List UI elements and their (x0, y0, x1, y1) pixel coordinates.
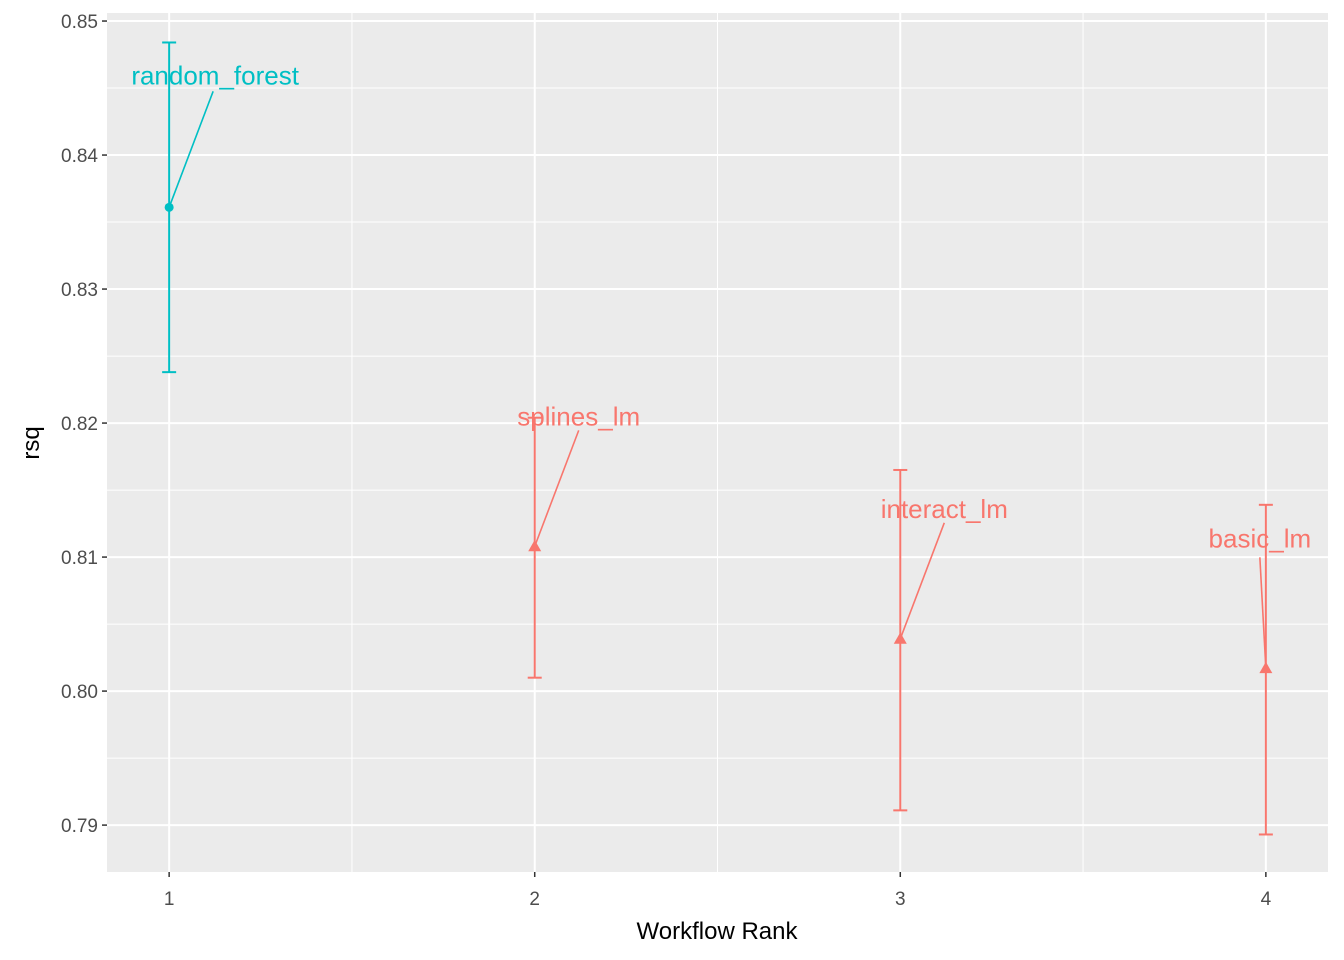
label-connector (533, 430, 580, 547)
x-axis-title: Workflow Rank (637, 918, 799, 945)
y-tick-label: 0.83 (61, 280, 98, 301)
y-tick-label: 0.80 (61, 682, 98, 703)
grid-minor (107, 13, 1328, 872)
point-label: splines_lm (517, 401, 640, 431)
x-tick-label: 2 (529, 889, 540, 910)
y-tick-label: 0.82 (61, 414, 98, 435)
label-connector (899, 522, 946, 640)
label-connector (168, 91, 214, 208)
x-tick-label: 3 (895, 889, 906, 910)
x-tick-label: 1 (164, 889, 175, 910)
y-axis-ticks: 0.79 0.80 0.81 0.82 0.83 0.84 0.85 (61, 12, 107, 837)
x-axis-ticks: 1 2 3 4 (164, 872, 1272, 910)
x-tick-label: 4 (1261, 889, 1272, 910)
point-label: interact_lm (881, 494, 1008, 524)
y-tick-label: 0.79 (61, 816, 98, 837)
label-connector (1259, 557, 1267, 669)
y-axis-title: rsq (18, 426, 45, 459)
y-tick-label: 0.81 (61, 548, 98, 569)
data-marks: random_forest splines_lm interact_lm basic_… (131, 41, 1312, 836)
y-tick-label: 0.84 (61, 146, 98, 167)
point-label: random_forest (131, 60, 299, 90)
y-tick-label: 0.85 (61, 12, 98, 33)
point-label: basic_lm (1209, 523, 1312, 553)
